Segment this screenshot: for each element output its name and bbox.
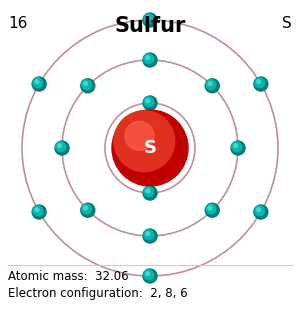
Circle shape bbox=[81, 79, 95, 93]
Circle shape bbox=[143, 229, 157, 243]
Circle shape bbox=[143, 269, 157, 283]
Circle shape bbox=[84, 206, 88, 210]
Circle shape bbox=[206, 79, 216, 89]
Circle shape bbox=[146, 232, 150, 236]
Circle shape bbox=[144, 54, 154, 64]
Circle shape bbox=[232, 142, 242, 151]
Circle shape bbox=[143, 53, 157, 67]
Circle shape bbox=[81, 203, 95, 217]
Circle shape bbox=[208, 82, 212, 86]
Circle shape bbox=[205, 79, 219, 93]
Circle shape bbox=[35, 80, 39, 84]
Text: S: S bbox=[143, 139, 157, 157]
Circle shape bbox=[146, 56, 150, 60]
Circle shape bbox=[144, 270, 154, 280]
Circle shape bbox=[56, 142, 66, 151]
Circle shape bbox=[114, 111, 175, 172]
Circle shape bbox=[144, 14, 154, 24]
Circle shape bbox=[255, 206, 265, 216]
Circle shape bbox=[144, 187, 154, 197]
Text: S: S bbox=[282, 16, 292, 31]
Circle shape bbox=[143, 96, 157, 110]
Circle shape bbox=[146, 272, 150, 276]
Circle shape bbox=[254, 77, 268, 91]
Circle shape bbox=[146, 189, 150, 193]
Circle shape bbox=[146, 16, 150, 20]
Circle shape bbox=[35, 208, 39, 212]
Circle shape bbox=[146, 99, 150, 103]
Circle shape bbox=[255, 78, 265, 88]
Circle shape bbox=[234, 144, 238, 148]
Circle shape bbox=[33, 78, 43, 88]
Circle shape bbox=[125, 121, 154, 150]
Circle shape bbox=[82, 79, 92, 89]
Circle shape bbox=[257, 208, 261, 212]
Circle shape bbox=[58, 144, 62, 148]
Circle shape bbox=[144, 230, 154, 240]
Text: Electron configuration:  2, 8, 6: Electron configuration: 2, 8, 6 bbox=[8, 287, 188, 300]
Text: Sulfur: Sulfur bbox=[114, 16, 186, 36]
Circle shape bbox=[205, 203, 219, 217]
Circle shape bbox=[82, 204, 92, 214]
Circle shape bbox=[144, 97, 154, 107]
Circle shape bbox=[257, 80, 261, 84]
Text: Atomic mass:  32.06: Atomic mass: 32.06 bbox=[8, 270, 129, 283]
Circle shape bbox=[33, 206, 43, 216]
Circle shape bbox=[231, 141, 245, 155]
Circle shape bbox=[32, 77, 46, 91]
Circle shape bbox=[208, 206, 212, 210]
Circle shape bbox=[206, 204, 216, 214]
Circle shape bbox=[143, 186, 157, 200]
Circle shape bbox=[55, 141, 69, 155]
Circle shape bbox=[112, 110, 188, 186]
Circle shape bbox=[254, 205, 268, 219]
Text: 16: 16 bbox=[8, 16, 27, 31]
Circle shape bbox=[84, 82, 88, 86]
Circle shape bbox=[32, 205, 46, 219]
Circle shape bbox=[143, 13, 157, 27]
